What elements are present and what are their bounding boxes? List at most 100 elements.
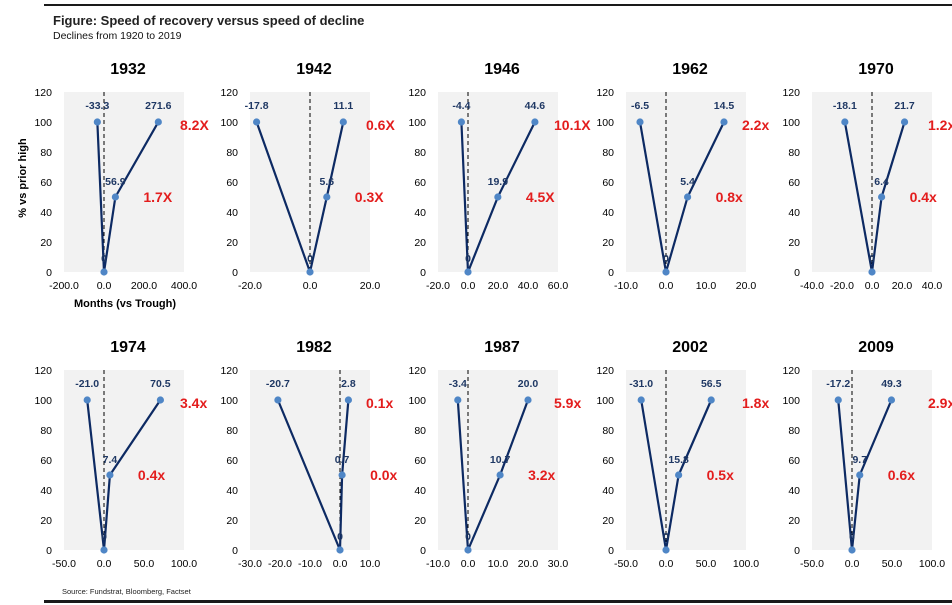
series-line <box>456 399 530 552</box>
x-tick-label: 400.0 <box>171 280 197 292</box>
y-tick-label: 80 <box>40 147 52 159</box>
series-line <box>96 121 160 274</box>
ratio-label-100: 10.1X <box>554 117 591 133</box>
y-tick-label: 40 <box>226 485 238 497</box>
x-tick-label: 0.0 <box>461 558 476 570</box>
y-tick-label: 0 <box>794 267 800 279</box>
y-tick-label: 60 <box>414 455 426 467</box>
ratio-label-50: 3.2x <box>528 467 555 483</box>
data-point <box>323 193 331 201</box>
data-label: -31.0 <box>629 378 653 390</box>
y-tick-label: 60 <box>414 177 426 189</box>
data-point <box>707 396 715 404</box>
y-tick-label: 60 <box>602 455 614 467</box>
y-tick-label: 40 <box>788 485 800 497</box>
y-tick-label: 80 <box>40 425 52 437</box>
figure-subtitle: Declines from 1920 to 2019 <box>53 30 182 42</box>
data-point <box>274 396 282 404</box>
y-tick-label: 20 <box>602 515 614 527</box>
ratio-label-100: 0.1x <box>366 395 393 411</box>
x-tick-label: 60.0 <box>548 280 569 292</box>
y-tick-label: 40 <box>414 485 426 497</box>
data-label: 56.9 <box>105 176 126 188</box>
data-label: 0 <box>101 531 107 543</box>
y-tick-label: 0 <box>420 545 426 557</box>
data-label: 21.7 <box>894 100 915 112</box>
plot-area <box>250 92 370 272</box>
data-label: -18.1 <box>833 100 857 112</box>
x-tick-label: 10.0 <box>488 558 509 570</box>
x-tick-label: -20.0 <box>268 558 292 570</box>
ratio-label-100: 5.9x <box>554 395 581 411</box>
chart-panel-2002: 2002 0 20 40 60 80 100 120 -50.0 0.0 50.0 100.0 -31.… <box>596 339 769 570</box>
ratio-label-50: 0.5x <box>707 467 734 483</box>
y-tick-label: 0 <box>46 267 52 279</box>
x-tick-label: -50.0 <box>52 558 76 570</box>
y-tick-label: 0 <box>232 545 238 557</box>
y-tick-label: 20 <box>226 237 238 249</box>
x-tick-label: 0.0 <box>461 280 476 292</box>
x-tick-label: 100.0 <box>171 558 197 570</box>
ratio-label-100: 2.9x <box>928 395 952 411</box>
x-tick-label: 0.0 <box>865 280 880 292</box>
y-tick-label: 20 <box>414 515 426 527</box>
ratio-label-100: 2.2x <box>742 117 769 133</box>
data-point <box>848 546 856 554</box>
y-tick-label: 20 <box>788 237 800 249</box>
chart-title: 1942 <box>296 61 332 78</box>
ratio-label-50: 0.3X <box>355 189 384 205</box>
x-tick-label: -200.0 <box>49 280 79 292</box>
ratio-label-50: 0.0x <box>370 467 397 483</box>
ratio-label-50: 4.5X <box>526 189 555 205</box>
y-tick-label: 40 <box>40 485 52 497</box>
data-point <box>887 396 896 404</box>
x-tick-label: 50.0 <box>696 558 717 570</box>
data-point <box>856 471 864 479</box>
data-point <box>637 396 645 404</box>
chart-panel-2009: 2009 0 20 40 60 80 100 120 -50.0 0.0 50.0 100.0 -17.… <box>782 339 952 570</box>
series-line <box>843 121 906 274</box>
data-point <box>154 118 162 126</box>
data-label: 7.4 <box>103 454 118 466</box>
x-tick-label: 0.0 <box>97 558 112 570</box>
data-label: 0 <box>337 531 343 543</box>
x-tick-label: 20.0 <box>488 280 509 292</box>
chart-panel-1982: 1982 0 20 40 60 80 100 120 -30.0 -20.0 -10.0 0.0 10.… <box>220 339 397 570</box>
x-tick-label: -30.0 <box>238 558 262 570</box>
data-label: -33.3 <box>85 100 109 112</box>
data-point <box>93 118 101 126</box>
data-point <box>100 546 108 554</box>
data-point <box>494 193 502 201</box>
figure-source: Source: Fundstrat, Bloomberg, Factset <box>62 587 191 596</box>
ratio-label-100: 1.8x <box>742 395 769 411</box>
ratio-label-50: 0.4x <box>910 189 937 205</box>
y-tick-label: 40 <box>414 207 426 219</box>
y-tick-label: 20 <box>226 515 238 527</box>
ratio-label-100: 1.2x <box>928 117 952 133</box>
y-tick-label: 60 <box>40 455 52 467</box>
y-tick-label: 100 <box>220 395 238 407</box>
data-point <box>868 268 876 276</box>
chart-title: 2002 <box>672 339 708 356</box>
data-point <box>662 546 670 554</box>
data-point <box>339 118 347 126</box>
y-tick-label: 100 <box>34 117 52 129</box>
y-tick-label: 0 <box>420 267 426 279</box>
data-label: 56.5 <box>701 378 722 390</box>
data-point <box>457 118 465 126</box>
data-label: 9.7 <box>852 454 867 466</box>
top-rule <box>44 4 952 6</box>
y-tick-label: 60 <box>788 177 800 189</box>
y-tick-label: 20 <box>40 237 52 249</box>
data-point <box>464 268 472 276</box>
x-tick-label: -50.0 <box>800 558 824 570</box>
data-point <box>662 268 670 276</box>
plot-area <box>64 370 184 550</box>
x-tick-label: 20.0 <box>518 558 539 570</box>
data-point <box>531 118 539 126</box>
y-tick-label: 80 <box>788 425 800 437</box>
ratio-label-50: 0.8x <box>716 189 743 205</box>
plot-area <box>812 92 932 272</box>
data-label: -20.7 <box>266 378 290 390</box>
y-tick-label: 40 <box>788 207 800 219</box>
